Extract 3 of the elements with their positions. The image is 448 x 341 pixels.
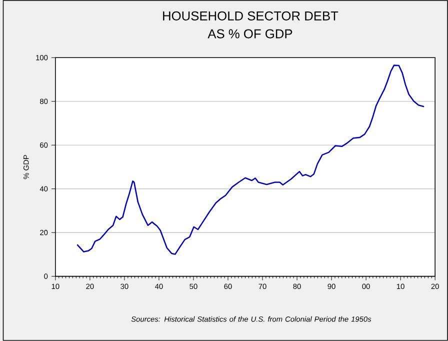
chart-title: HOUSEHOLD SECTOR DEBT <box>163 11 338 20</box>
line-series <box>76 64 425 255</box>
chart-subtitle: AS % OF GDP <box>208 29 292 38</box>
